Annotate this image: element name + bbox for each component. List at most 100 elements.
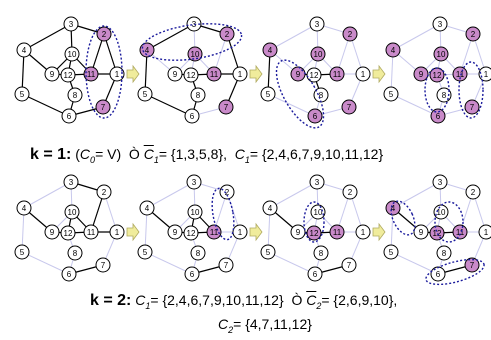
graph-node-label: 12 xyxy=(187,71,196,80)
graph-node-label: 11 xyxy=(87,70,96,79)
graph-node xyxy=(290,224,306,240)
graph-node-label: 2 xyxy=(348,188,353,197)
k1-label: k = 1: xyxy=(30,146,72,163)
graph-edge xyxy=(267,251,316,275)
graph-node xyxy=(183,67,199,83)
graph-node-label: 2 xyxy=(102,30,107,39)
graph-node-label: 1 xyxy=(238,70,243,79)
graph-edge xyxy=(392,23,441,51)
graph-node xyxy=(219,184,235,200)
graph-node xyxy=(452,224,468,240)
step-arrow xyxy=(249,64,263,84)
graph-node xyxy=(262,200,278,216)
graph-node-label: 5 xyxy=(143,90,148,99)
k1-c0-symbol: C xyxy=(79,146,91,162)
graph-node xyxy=(329,224,345,240)
graph-node xyxy=(60,225,76,241)
graph-node xyxy=(167,66,183,82)
graph-node-label: 10 xyxy=(191,208,200,217)
graph-node-label: 10 xyxy=(68,208,77,217)
graph-node xyxy=(67,245,83,261)
graph-node xyxy=(307,108,323,124)
graph-node-label: 12 xyxy=(64,71,73,80)
k1-c1-symbol: C xyxy=(234,146,245,162)
graph-node xyxy=(190,245,206,261)
graph-edge xyxy=(146,23,195,51)
graph-node xyxy=(464,257,480,273)
graph-node xyxy=(96,184,112,200)
graph-node-label: 9 xyxy=(419,228,424,237)
k1-c1-sub: 1 xyxy=(244,154,250,165)
graph-node xyxy=(465,26,481,42)
graph-node xyxy=(432,16,448,32)
graph-node xyxy=(61,108,77,124)
graph-node-label: 10 xyxy=(437,50,446,59)
graph-node xyxy=(260,86,276,102)
graph-node-label: 7 xyxy=(101,261,106,270)
step-arrow xyxy=(126,222,140,242)
k2-cbar2-sub: 2 xyxy=(316,300,322,311)
graph-node-label: 8 xyxy=(196,91,201,100)
graph-node-label: 4 xyxy=(268,204,273,213)
graph-node-label: 12 xyxy=(64,229,73,238)
graph-node-label: 5 xyxy=(20,90,25,99)
k2-c1-sub: 1 xyxy=(145,300,151,311)
graph-node xyxy=(187,46,203,62)
graph-node xyxy=(383,86,399,102)
k2-c2-value: = {4,7,11,12} xyxy=(233,316,312,332)
k1-cbar1-symbol: C xyxy=(143,146,154,162)
k1-arrow-glyph: Ò xyxy=(128,146,140,162)
graph-node xyxy=(313,245,329,261)
graph-node xyxy=(430,108,446,124)
graph-node-label: 11 xyxy=(456,70,465,79)
graph-node xyxy=(64,46,80,62)
graph-node-label: 3 xyxy=(69,20,74,29)
graph-node-label: 7 xyxy=(347,103,352,112)
k2-c1-symbol: C xyxy=(135,292,146,308)
graph-node xyxy=(61,266,77,282)
graph-node xyxy=(218,99,234,115)
graph-node xyxy=(16,42,32,58)
step-arrow xyxy=(372,222,386,242)
formula-k2-c2: C2= {4,7,11,12} xyxy=(218,316,312,335)
graph-node xyxy=(109,66,125,82)
graph-node-label: 11 xyxy=(210,228,219,237)
k2-c2-sub: 2 xyxy=(228,324,234,335)
k2-c2-symbol: C xyxy=(218,316,229,332)
dotted-ellipse xyxy=(275,59,325,129)
graph-edge xyxy=(392,181,441,209)
graph-node-label: 7 xyxy=(347,261,352,270)
graph-node xyxy=(67,87,83,103)
graph-node-label: 11 xyxy=(333,228,342,237)
graph-node xyxy=(478,66,491,82)
graph-node xyxy=(329,66,345,82)
graph-node-label: 5 xyxy=(266,90,271,99)
graph-node-label: 5 xyxy=(143,248,148,257)
step-arrow xyxy=(372,64,386,84)
graph-node xyxy=(95,99,111,115)
graph-node xyxy=(385,200,401,216)
graph-edge xyxy=(144,93,193,117)
graph-node xyxy=(310,46,326,62)
k1-c0-sub: 0 xyxy=(90,154,96,165)
graph-node-label: 12 xyxy=(433,71,442,80)
graph-node-label: 6 xyxy=(313,270,318,279)
graph-node xyxy=(186,16,202,32)
graph-node-label: 3 xyxy=(438,178,443,187)
formula-k1: k = 1: (C0= V) Ò C1= {1,3,5,8}, C1= {2,4… xyxy=(30,146,383,165)
graph-node-label: 1 xyxy=(361,70,366,79)
graph-node-label: 8 xyxy=(442,91,447,100)
graph-node-label: 1 xyxy=(484,70,489,79)
graph-node-label: 3 xyxy=(315,20,320,29)
k2-c1-value: = {2,4,6,7,9,10,11,12} xyxy=(150,292,284,308)
graph-edge xyxy=(23,181,72,209)
k1-cbar1-sub: 1 xyxy=(153,154,159,165)
graph-node xyxy=(167,224,183,240)
k2-cbar2-value: = {2,6,9,10}, xyxy=(321,292,398,308)
graph-node xyxy=(218,257,234,273)
graph-node xyxy=(44,66,60,82)
graph-node-label: 5 xyxy=(266,248,271,257)
graph-node xyxy=(464,99,480,115)
graph-node xyxy=(139,42,155,58)
